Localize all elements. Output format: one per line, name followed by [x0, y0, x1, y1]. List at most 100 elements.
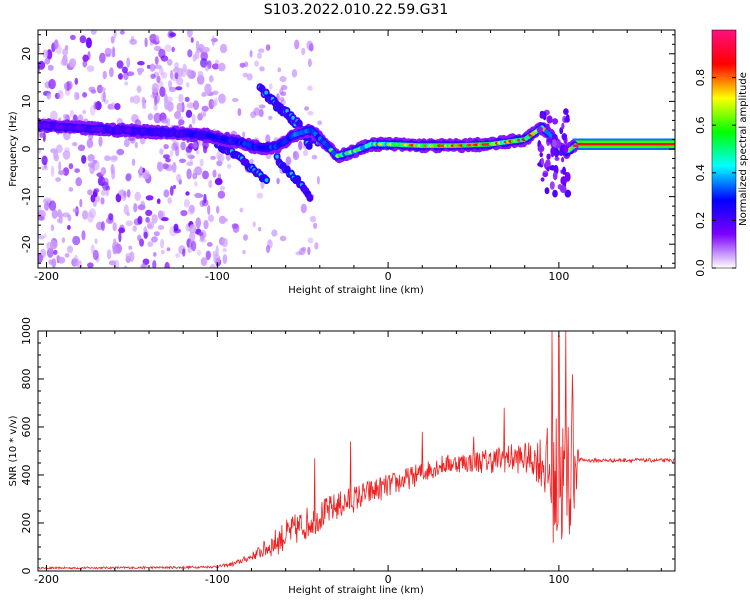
spectrogram-noise-mark [171, 162, 177, 173]
spectrogram-noise-mark [169, 185, 174, 196]
spectrogram-noise-mark [186, 161, 194, 167]
spectrogram-noise-mark [162, 163, 169, 170]
spectrogram-noise-mark [546, 166, 550, 172]
y-tick-label: 10 [20, 94, 33, 108]
spectrogram-noise-mark [221, 237, 228, 248]
spectrogram-noise-mark [142, 171, 150, 180]
x-tick-label: 0 [385, 270, 392, 283]
spectrogram-noise-mark [48, 200, 57, 211]
spectrogram-noise-mark [81, 230, 86, 241]
spectrogram-ridge-mark [291, 115, 295, 120]
spectrogram-ridge-mark [275, 154, 279, 159]
spectrogram-noise-mark [99, 52, 106, 64]
colorbar-tick-label: 0.8 [694, 69, 707, 87]
x-tick-label: -100 [205, 573, 230, 586]
spectrogram-noise-mark [549, 181, 555, 190]
spectrogram-noise-mark [180, 68, 187, 78]
spectrogram-noise-mark [153, 231, 160, 237]
spectrogram-noise-mark [38, 253, 44, 264]
spectrogram-noise-mark [51, 258, 57, 268]
spectrogram-noise-mark [125, 220, 133, 227]
spectrogram-noise-mark [153, 71, 160, 78]
spectrogram-noise-mark [205, 64, 209, 72]
spectrogram-noise-mark [87, 154, 95, 162]
spectrogram-noise-mark [307, 110, 314, 116]
spectrogram-noise-mark [136, 85, 142, 93]
spectrogram-noise-mark [67, 214, 72, 222]
spectrogram-noise-mark [141, 96, 146, 107]
spectrogram-noise-mark [552, 189, 558, 198]
spectrogram-noise-mark [126, 189, 131, 198]
spectrogram-noise-mark [100, 197, 105, 205]
spectrogram-noise-mark [173, 223, 179, 232]
spectrogram-noise-mark [211, 99, 217, 108]
snr-y-axis-title: SNR (10 * v/v) [8, 415, 19, 486]
spectrogram-noise-mark [145, 195, 154, 201]
spectrogram-noise-mark [123, 138, 130, 148]
spectrogram-noise-mark [87, 51, 91, 61]
y-tick-label: 1000 [20, 317, 33, 345]
spectrogram-noise-mark [137, 215, 143, 225]
spectrogram-noise-mark [126, 172, 132, 180]
spectrogram-noise-mark [72, 235, 81, 246]
spectrogram-noise-mark [157, 210, 164, 220]
spectrogram-noise-mark [60, 58, 68, 67]
spectrogram-noise-mark [167, 197, 172, 204]
spectrogram-noise-mark [198, 231, 204, 237]
spectrogram-noise-mark [178, 93, 184, 103]
spectrogram-noise-mark [147, 113, 154, 121]
spectrogram-noise-mark [259, 66, 265, 72]
spectrogram-noise-mark [146, 64, 151, 69]
spectrogram-noise-mark [151, 82, 159, 94]
spectrogram-noise-mark [559, 185, 567, 193]
spectrogram-noise-mark [116, 60, 124, 69]
spectrogram-noise-mark [554, 156, 560, 161]
spectrogram-noise-mark [197, 70, 204, 78]
spectrogram-noise-mark [50, 110, 58, 122]
spectrogram-noise-mark [108, 213, 114, 221]
spectrogram-noise-mark [307, 58, 312, 68]
spectrogram-noise-mark [561, 133, 568, 141]
spectrogram-noise-mark [164, 261, 170, 268]
spectrogram-noise-mark [194, 192, 203, 199]
spectrogram-noise-mark [54, 92, 61, 99]
spectrogram-noise-mark [258, 227, 262, 232]
spectrogram-noise-mark [202, 170, 209, 180]
spectrogram-noise-mark [189, 231, 196, 242]
spectrogram-noise-mark [57, 209, 62, 218]
spectrogram-noise-mark [113, 238, 117, 247]
spectrogram-noise-mark [164, 44, 172, 52]
spectrogram-noise-mark [211, 63, 220, 70]
spectrogram-noise-mark [141, 262, 146, 268]
colorbar-tick-label: 0.2 [694, 212, 707, 230]
spectrogram-noise-mark [41, 155, 48, 166]
spectrogram-noise-mark [147, 241, 154, 247]
spectrogram-noise-mark [246, 73, 253, 81]
spectrogram-noise-mark [277, 67, 282, 73]
spectrogram-noise-mark [291, 69, 298, 78]
colorbar-gradient [711, 29, 737, 269]
spectrogram-noise-mark [62, 212, 70, 218]
spectrogram-noise-mark [100, 168, 105, 175]
spectrogram-noise-mark [163, 189, 170, 198]
spectrogram-noise-mark [185, 82, 190, 88]
spectrogram-noise-mark [139, 238, 145, 247]
spectrogram-noise-mark [145, 209, 153, 217]
spectrogram-noise-mark [50, 224, 55, 232]
spectrogram-ridge-mark [572, 144, 578, 147]
spectrogram-noise-mark [123, 265, 128, 268]
spectrogram-noise-mark [185, 109, 193, 118]
spectrogram-noise-mark [82, 60, 88, 68]
spectrogram-noise-mark [242, 72, 248, 78]
spectrogram-noise-mark [222, 218, 228, 222]
spectrogram-noise-mark [87, 162, 96, 168]
spectrogram-noise-mark [68, 58, 77, 68]
snr-series-line [38, 331, 675, 571]
spectrogram-noise-mark [46, 247, 54, 258]
spectrogram-noise-mark [204, 83, 212, 95]
spectrogram-noise-mark [552, 171, 558, 181]
spectrogram-noise-mark [200, 51, 208, 61]
spectrogram-noise-mark [186, 168, 192, 180]
